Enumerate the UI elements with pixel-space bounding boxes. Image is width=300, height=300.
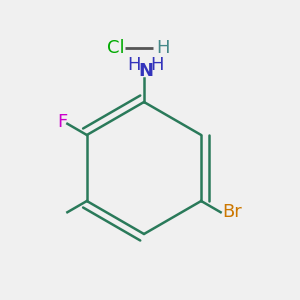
Text: N: N xyxy=(138,61,153,80)
Text: H: H xyxy=(127,56,141,74)
Text: H: H xyxy=(150,56,164,74)
Text: Cl: Cl xyxy=(107,39,124,57)
Text: F: F xyxy=(57,113,67,131)
Text: H: H xyxy=(157,39,170,57)
Text: Br: Br xyxy=(222,203,242,221)
